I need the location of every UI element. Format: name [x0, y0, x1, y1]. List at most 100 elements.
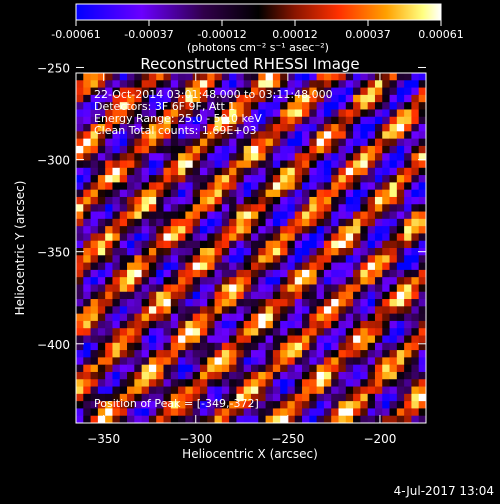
heatmap-cell — [389, 335, 398, 344]
heatmap-cell — [338, 102, 347, 110]
heatmap-cell — [199, 262, 208, 271]
heatmap-cell — [389, 138, 398, 147]
heatmap-cell — [411, 320, 420, 329]
heatmap-cell — [396, 357, 405, 366]
heatmap-cell — [272, 328, 281, 336]
heatmap-cell — [338, 284, 347, 293]
heatmap-cell — [163, 306, 172, 315]
heatmap-cell — [258, 87, 266, 96]
heatmap-cell — [367, 269, 376, 278]
heatmap-cell — [170, 320, 179, 329]
heatmap-cell — [97, 204, 106, 212]
heatmap-cell — [141, 116, 150, 125]
heatmap-cell — [258, 204, 266, 212]
heatmap-cell — [119, 109, 128, 118]
heatmap-cell — [192, 138, 201, 147]
heatmap-cell — [251, 342, 259, 351]
heatmap-cell — [170, 175, 179, 183]
heatmap-cell — [207, 145, 215, 154]
heatmap-cell — [112, 87, 121, 96]
heatmap-cell — [331, 218, 339, 227]
heatmap-cell — [97, 167, 106, 176]
heatmap-cell — [374, 379, 383, 387]
heatmap-cell — [90, 248, 99, 256]
heatmap-cell — [243, 328, 252, 336]
heatmap-cell — [323, 233, 332, 242]
heatmap-cell — [396, 109, 405, 118]
heatmap-cell — [221, 350, 230, 358]
heatmap-cell — [360, 284, 369, 293]
heatmap-cell — [280, 233, 288, 242]
heatmap-cell — [236, 196, 245, 205]
heatmap-cell — [214, 226, 223, 234]
heatmap-cell — [178, 291, 186, 300]
heatmap-cell — [178, 277, 186, 285]
heatmap-cell — [127, 182, 135, 191]
heatmap-cell — [404, 124, 412, 132]
heatmap-cell — [331, 80, 339, 88]
heatmap-cell — [345, 138, 354, 147]
heatmap-cell — [236, 182, 245, 191]
heatmap-cell — [127, 415, 135, 424]
heatmap-cell — [236, 131, 245, 140]
heatmap-cell — [411, 386, 420, 395]
heatmap-cell — [229, 350, 237, 358]
heatmap-cell — [360, 87, 369, 96]
heatmap-cell — [221, 218, 230, 227]
heatmap-cell — [396, 386, 405, 395]
heatmap-cell — [309, 248, 318, 256]
heatmap-cell — [170, 80, 179, 88]
heatmap-cell — [170, 335, 179, 344]
heatmap-cell — [192, 240, 201, 249]
heatmap-cell — [272, 218, 281, 227]
heatmap-cell — [90, 218, 99, 227]
heatmap-cell — [280, 73, 288, 81]
heatmap-cell — [360, 233, 369, 242]
x-axis-label: Heliocentric X (arcsec) — [182, 447, 318, 461]
heatmap-cell — [338, 415, 347, 424]
heatmap-cell — [148, 364, 157, 373]
heatmap-cell — [207, 269, 215, 278]
heatmap-cell — [243, 124, 252, 132]
heatmap-cell — [353, 189, 361, 198]
heatmap-cell — [411, 189, 420, 198]
heatmap-cell — [112, 371, 121, 380]
heatmap-cell — [389, 262, 398, 271]
heatmap-cell — [199, 196, 208, 205]
heatmap-cell — [134, 211, 143, 220]
heatmap-cell — [294, 313, 303, 322]
heatmap-cell — [345, 277, 354, 285]
heatmap-cell — [178, 240, 186, 249]
heatmap-cell — [287, 401, 296, 409]
heatmap-cell — [411, 233, 420, 242]
heatmap-cell — [258, 371, 266, 380]
heatmap-cell — [360, 167, 369, 176]
heatmap-cell — [338, 87, 347, 96]
heatmap-cell — [192, 167, 201, 176]
heatmap-cell — [389, 393, 398, 402]
heatmap-cell — [411, 291, 420, 300]
heatmap-cell — [251, 211, 259, 220]
heatmap-cell — [170, 284, 179, 293]
heatmap-cell — [141, 167, 150, 176]
heatmap-cell — [265, 335, 274, 344]
heatmap-cell — [396, 364, 405, 373]
heatmap-cell — [214, 408, 223, 417]
heatmap-cell — [251, 284, 259, 293]
heatmap-cell — [192, 379, 201, 387]
heatmap-cell — [83, 109, 91, 118]
heatmap-cell — [119, 284, 128, 293]
heatmap-cell — [199, 116, 208, 125]
heatmap-cell — [97, 226, 106, 234]
heatmap-cell — [105, 379, 113, 387]
heatmap-cell — [236, 335, 245, 344]
heatmap-cell — [199, 291, 208, 300]
heatmap-cell — [83, 255, 91, 263]
heatmap-cell — [76, 102, 84, 110]
heatmap-cell — [280, 153, 288, 161]
heatmap-cell — [404, 94, 412, 103]
heatmap-cell — [119, 240, 128, 249]
heatmap-cell — [163, 350, 172, 358]
info-line: Detectors: 3F 6F 9F, Att 1 — [94, 100, 235, 113]
heatmap-cell — [236, 386, 245, 395]
